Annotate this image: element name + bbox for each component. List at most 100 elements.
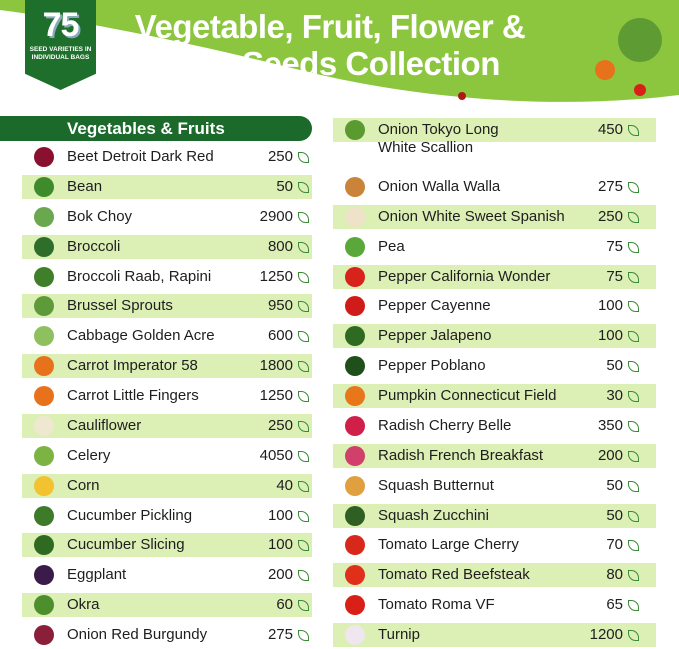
list-item: Onion Tokyo Long White Scallion 450 xyxy=(333,118,656,156)
list-item: Carrot Little Fingers 1250 xyxy=(22,384,312,408)
seed-leaf-icon xyxy=(298,271,309,283)
seed-leaf-icon xyxy=(628,510,639,522)
seed-count: 1800 xyxy=(259,357,293,375)
list-item: Turnip 1200 xyxy=(333,623,656,647)
item-name: Onion Walla Walla xyxy=(378,177,501,195)
item-name: Cucumber Pickling xyxy=(67,506,193,524)
section-heading-vegetables-fruits: Vegetables & Fruits xyxy=(0,116,312,141)
seed-leaf-icon xyxy=(298,391,309,402)
item-name: Onion White Sweet Spanish xyxy=(378,207,565,225)
berry-decoration-icon xyxy=(458,92,466,100)
seed-leaf-icon xyxy=(298,301,309,313)
list-item: Broccoli 800 xyxy=(22,234,312,259)
seed-count: 950 xyxy=(267,297,293,315)
item-name: Onion Tokyo Long White Scallion xyxy=(378,121,499,156)
seed-count: 200 xyxy=(267,566,293,584)
item-name: Pepper Poblano xyxy=(378,357,486,375)
seed-count: 50 xyxy=(606,506,623,524)
item-name: Pea xyxy=(378,237,405,255)
seed-leaf-icon xyxy=(298,630,309,641)
cherry-tomato-icon xyxy=(345,535,365,556)
item-name: Celery xyxy=(67,446,111,464)
seed-count: 30 xyxy=(606,387,623,404)
broccoli-icon xyxy=(34,236,54,257)
cabbage-icon xyxy=(34,326,54,347)
list-item: Okra 60 xyxy=(22,593,312,618)
item-name: Carrot Little Fingers xyxy=(67,387,199,404)
seed-leaf-icon xyxy=(628,570,639,582)
item-name: Broccoli Raab, Rapini xyxy=(67,267,212,285)
roma-tomato-icon xyxy=(345,595,365,616)
cucumber-icon xyxy=(34,505,54,526)
seed-leaf-icon xyxy=(628,271,639,283)
seed-leaf-icon xyxy=(298,570,309,582)
seed-count: 100 xyxy=(597,297,623,315)
badge-number: 75 xyxy=(42,6,80,44)
item-name: Pepper California Wonder xyxy=(378,267,551,285)
list-item: Broccoli Raab, Rapini 1250 xyxy=(22,265,312,289)
item-name: Bok Choy xyxy=(67,207,133,225)
seed-leaf-icon xyxy=(628,241,639,253)
list-item: Bean 50 xyxy=(22,174,312,199)
seed-leaf-icon xyxy=(628,391,639,402)
seed-leaf-icon xyxy=(298,480,309,492)
seed-count: 250 xyxy=(267,416,293,434)
item-name: Pepper Jalapeno xyxy=(378,327,492,345)
seed-count: 100 xyxy=(267,506,293,524)
seed-count: 250 xyxy=(267,148,293,165)
seed-count: 80 xyxy=(606,566,623,584)
seed-leaf-icon xyxy=(628,211,639,223)
badge-text: SEED VARIETIES IN INDIVIDUAL BAGS xyxy=(29,46,92,61)
seed-count: 275 xyxy=(267,626,293,643)
seed-leaf-icon xyxy=(628,361,639,373)
okra-icon xyxy=(34,595,54,616)
seed-count: 50 xyxy=(606,476,623,494)
seed-count: 200 xyxy=(597,446,623,464)
seed-count: 70 xyxy=(606,536,623,554)
jalapeno-icon xyxy=(345,326,365,347)
item-name: Radish French Breakfast xyxy=(378,446,544,464)
turnip-icon xyxy=(345,625,365,645)
seed-leaf-icon xyxy=(628,420,639,432)
seed-leaf-icon xyxy=(298,510,309,522)
radish-icon xyxy=(345,445,365,466)
list-item: Pea 75 xyxy=(333,235,656,259)
item-name: Broccoli xyxy=(67,237,121,255)
list-item: Cucumber Pickling 100 xyxy=(22,504,312,528)
seed-count: 1250 xyxy=(259,267,293,285)
item-name: Onion Red Burgundy xyxy=(67,626,208,643)
seed-count: 50 xyxy=(606,357,623,375)
list-item: Cauliflower 250 xyxy=(22,413,312,438)
seed-leaf-icon xyxy=(628,600,639,612)
list-item: Onion White Sweet Spanish 250 xyxy=(333,204,656,229)
list-item: Corn 40 xyxy=(22,473,312,498)
list-item: Tomato Roma VF 65 xyxy=(333,593,656,617)
item-name: Bean xyxy=(67,177,103,195)
seed-leaf-icon xyxy=(628,480,639,492)
list-item: Onion Red Burgundy 275 xyxy=(22,623,312,647)
list-item: Brussel Sprouts 950 xyxy=(22,294,312,319)
list-item: Onion Walla Walla 275 xyxy=(333,175,656,199)
seed-leaf-icon xyxy=(298,600,309,612)
list-item: Squash Butternut 50 xyxy=(333,474,656,498)
seed-count: 1250 xyxy=(259,387,293,404)
list-item: Celery 4050 xyxy=(22,444,312,468)
seed-count: 4050 xyxy=(259,446,293,464)
seed-leaf-icon xyxy=(628,301,639,313)
pumpkin-icon xyxy=(345,386,365,406)
cauliflower-icon xyxy=(34,415,54,436)
tomato-decoration-icon xyxy=(634,84,646,96)
seed-leaf-icon xyxy=(298,152,309,163)
tomato-icon xyxy=(345,565,365,586)
list-item: Cabbage Golden Acre 600 xyxy=(22,324,312,348)
item-name: Tomato Red Beefsteak xyxy=(378,566,530,584)
item-name: Radish Cherry Belle xyxy=(378,416,512,434)
seed-count: 250 xyxy=(597,207,623,225)
seed-count: 800 xyxy=(267,237,293,255)
varieties-badge: 75 SEED VARIETIES IN INDIVIDUAL BAGS xyxy=(25,0,96,90)
zucchini-icon xyxy=(345,505,365,526)
item-name: Cauliflower xyxy=(67,416,142,434)
list-item: Pepper Poblano 50 xyxy=(333,354,656,378)
list-item: Beet Detroit Dark Red 250 xyxy=(22,145,312,169)
bell-pepper-icon xyxy=(345,266,365,287)
